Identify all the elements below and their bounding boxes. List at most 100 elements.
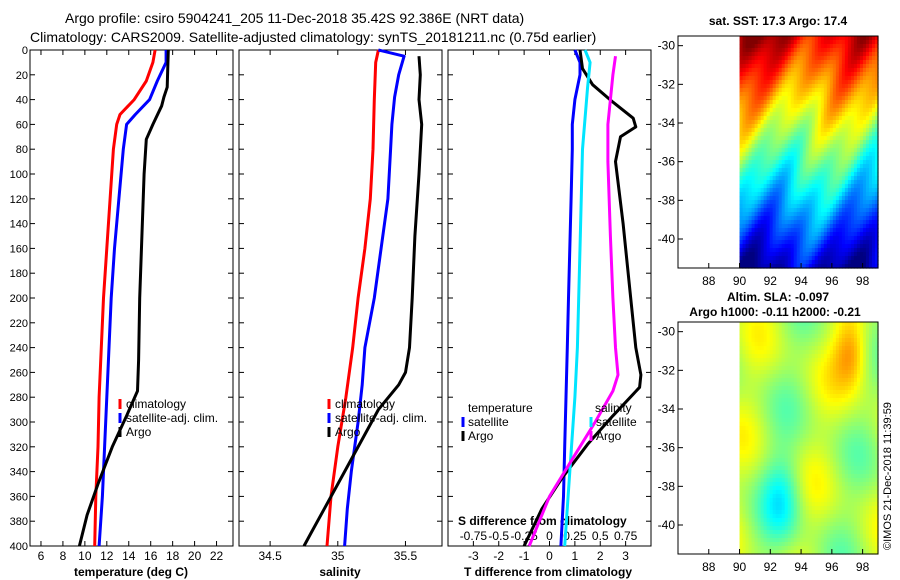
- map-cell: [745, 160, 750, 165]
- map-cell: [862, 60, 867, 65]
- map-cell: [787, 204, 792, 209]
- map-cell: [745, 346, 750, 351]
- map-cell: [769, 140, 774, 145]
- map-cell: [841, 426, 846, 431]
- map-cell: [790, 44, 795, 49]
- map-cell: [766, 240, 771, 245]
- map-cell: [763, 474, 768, 479]
- map-cell: [757, 188, 762, 193]
- map-cell: [874, 330, 879, 335]
- map-cell: [751, 494, 756, 499]
- map-cell: [775, 156, 780, 161]
- y-tick-label: 20: [16, 70, 28, 82]
- map-cell: [760, 462, 765, 467]
- map-y-tick-label: -30: [658, 39, 676, 53]
- map-cell: [748, 64, 753, 69]
- figure-title-line1: Argo profile: csiro 5904241_205 11-Dec-2…: [65, 10, 524, 26]
- map-cell: [823, 466, 828, 471]
- map-cell: [826, 494, 831, 499]
- map-cell: [793, 256, 798, 261]
- map-cell: [868, 104, 873, 109]
- map-cell: [850, 362, 855, 367]
- map-cell: [793, 164, 798, 169]
- map-cell: [805, 454, 810, 459]
- map-cell: [781, 338, 786, 343]
- map-cell: [829, 128, 834, 133]
- map-cell: [793, 100, 798, 105]
- map-cell: [799, 406, 804, 411]
- map-cell: [763, 426, 768, 431]
- map-cell: [742, 96, 747, 101]
- map-cell: [802, 466, 807, 471]
- map-cell: [874, 426, 879, 431]
- map-cell: [769, 180, 774, 185]
- map-cell: [745, 224, 750, 229]
- map-cell: [787, 394, 792, 399]
- map-cell: [859, 52, 864, 57]
- map-cell: [778, 36, 783, 41]
- map-cell: [793, 188, 798, 193]
- map-cell: [847, 228, 852, 233]
- map-cell: [805, 184, 810, 189]
- map-cell: [757, 474, 762, 479]
- map-cell: [796, 192, 801, 197]
- map-cell: [760, 172, 765, 177]
- map-cell: [781, 196, 786, 201]
- map-cell: [775, 108, 780, 113]
- map-cell: [757, 212, 762, 217]
- map-cell: [817, 374, 822, 379]
- map-cell: [844, 398, 849, 403]
- map-cell: [835, 378, 840, 383]
- map-cell: [802, 152, 807, 157]
- map-cell: [862, 140, 867, 145]
- map-cell: [856, 124, 861, 129]
- map-cell: [844, 358, 849, 363]
- map-cell: [799, 48, 804, 53]
- map-cell: [781, 164, 786, 169]
- map-cell: [739, 56, 744, 61]
- map-cell: [811, 450, 816, 455]
- map-cell: [844, 240, 849, 245]
- map-cell: [826, 434, 831, 439]
- map-cell: [760, 414, 765, 419]
- map-cell: [778, 466, 783, 471]
- map-cell: [772, 486, 777, 491]
- map-cell: [745, 422, 750, 427]
- map-cell: [811, 326, 816, 331]
- map-cell: [829, 358, 834, 363]
- map-cell: [862, 334, 867, 339]
- map-cell: [823, 48, 828, 53]
- map-cell: [745, 326, 750, 331]
- map-cell: [856, 370, 861, 375]
- map-cell: [850, 482, 855, 487]
- map-cell: [826, 160, 831, 165]
- map-cell: [865, 244, 870, 249]
- map-cell: [865, 382, 870, 387]
- map-cell: [865, 192, 870, 197]
- map-cell: [841, 454, 846, 459]
- map-cell: [862, 354, 867, 359]
- map-cell: [778, 450, 783, 455]
- map-cell: [760, 40, 765, 45]
- map-cell: [811, 350, 816, 355]
- map-cell: [802, 354, 807, 359]
- map-cell: [748, 422, 753, 427]
- map-cell: [787, 224, 792, 229]
- map-cell: [781, 132, 786, 137]
- map-cell: [793, 104, 798, 109]
- map-cell: [817, 390, 822, 395]
- map-cell: [844, 192, 849, 197]
- map-cell: [796, 104, 801, 109]
- map-cell: [850, 40, 855, 45]
- map-cell: [757, 378, 762, 383]
- map-cell: [745, 338, 750, 343]
- map-cell: [868, 136, 873, 141]
- map-cell: [787, 322, 792, 327]
- map-cell: [835, 52, 840, 57]
- map-cell: [757, 224, 762, 229]
- map-cell: [739, 466, 744, 471]
- map-cell: [859, 386, 864, 391]
- map-cell: [802, 192, 807, 197]
- map-cell: [781, 378, 786, 383]
- map-cell: [856, 434, 861, 439]
